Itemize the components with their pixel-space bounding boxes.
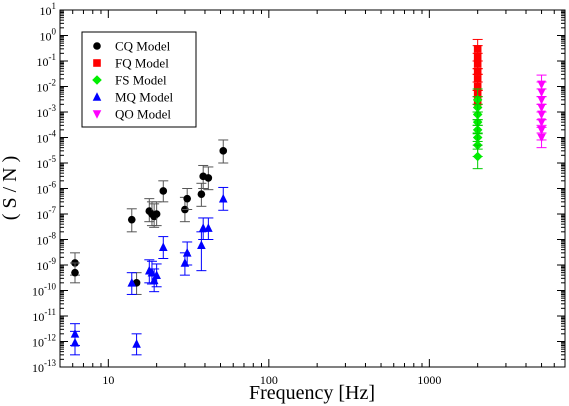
series-fs-model	[472, 88, 483, 170]
data-marks	[69, 38, 547, 356]
y-tick-label: 100	[40, 27, 57, 44]
x-tick-label: 10	[102, 373, 114, 387]
y-tick-label: 10-3	[37, 103, 57, 120]
y-tick-label: 10-8	[37, 231, 57, 248]
series-cq-model	[69, 139, 229, 295]
legend-label: CQ Model	[115, 39, 171, 54]
data-point	[158, 242, 168, 251]
y-tick-label: 10-1	[37, 52, 57, 69]
y-tick-label: 10-5	[37, 154, 57, 171]
legend-marker	[93, 42, 101, 50]
y-tick-label: 10-12	[32, 333, 56, 350]
legend-marker	[92, 92, 102, 101]
data-point	[204, 174, 213, 182]
legend: CQ Model FQ Model FS Model MQ Model QO Model	[81, 31, 197, 128]
data-point	[127, 215, 136, 224]
data-point	[218, 193, 228, 203]
x-axis-title: Frequency [Hz]	[249, 382, 375, 404]
legend-marker	[92, 75, 102, 85]
data-point	[127, 278, 137, 287]
data-point	[183, 194, 191, 203]
data-point	[159, 187, 168, 195]
legend-marker	[93, 59, 101, 67]
legend-label: QO Model	[115, 107, 171, 122]
y-tick-label: 10-13	[32, 358, 56, 375]
data-point	[472, 151, 483, 162]
data-point	[197, 190, 206, 198]
series-mq-model	[69, 186, 229, 356]
legend-label: MQ Model	[115, 90, 174, 105]
x-tick-label: 1000	[417, 373, 441, 387]
y-tick-label: 10-6	[37, 180, 57, 197]
data-point	[71, 268, 79, 277]
y-tick-label: 10-7	[37, 205, 57, 222]
axis-tick-labels: 10 100 1000 101 100 10-1 10-2 10-3 10-4 10-5 10-6 1…	[32, 1, 441, 387]
x-tick-label: 100	[260, 373, 278, 387]
legend-label: FQ Model	[115, 56, 169, 71]
y-tick-label: 10-9	[37, 256, 57, 273]
data-point	[70, 337, 80, 347]
data-point	[197, 240, 206, 249]
data-point	[132, 339, 141, 348]
data-point	[152, 210, 161, 218]
y-tick-label: 10-10	[32, 282, 56, 299]
axis-ticks	[59, 9, 566, 368]
series-qo-model	[536, 74, 547, 149]
data-point	[152, 270, 161, 279]
y-tick-label: 101	[40, 1, 57, 18]
y-tick-label: 10-11	[32, 307, 56, 324]
y-tick-label: 10-4	[37, 129, 57, 146]
data-point	[219, 147, 228, 155]
legend-label: FS Model	[115, 73, 167, 88]
y-tick-label: 10-2	[37, 78, 57, 95]
legend-marker	[92, 110, 102, 119]
data-point	[537, 133, 546, 143]
y-axis-title: ( S / N )	[0, 156, 21, 220]
data-point	[204, 223, 213, 232]
data-point	[182, 248, 192, 257]
